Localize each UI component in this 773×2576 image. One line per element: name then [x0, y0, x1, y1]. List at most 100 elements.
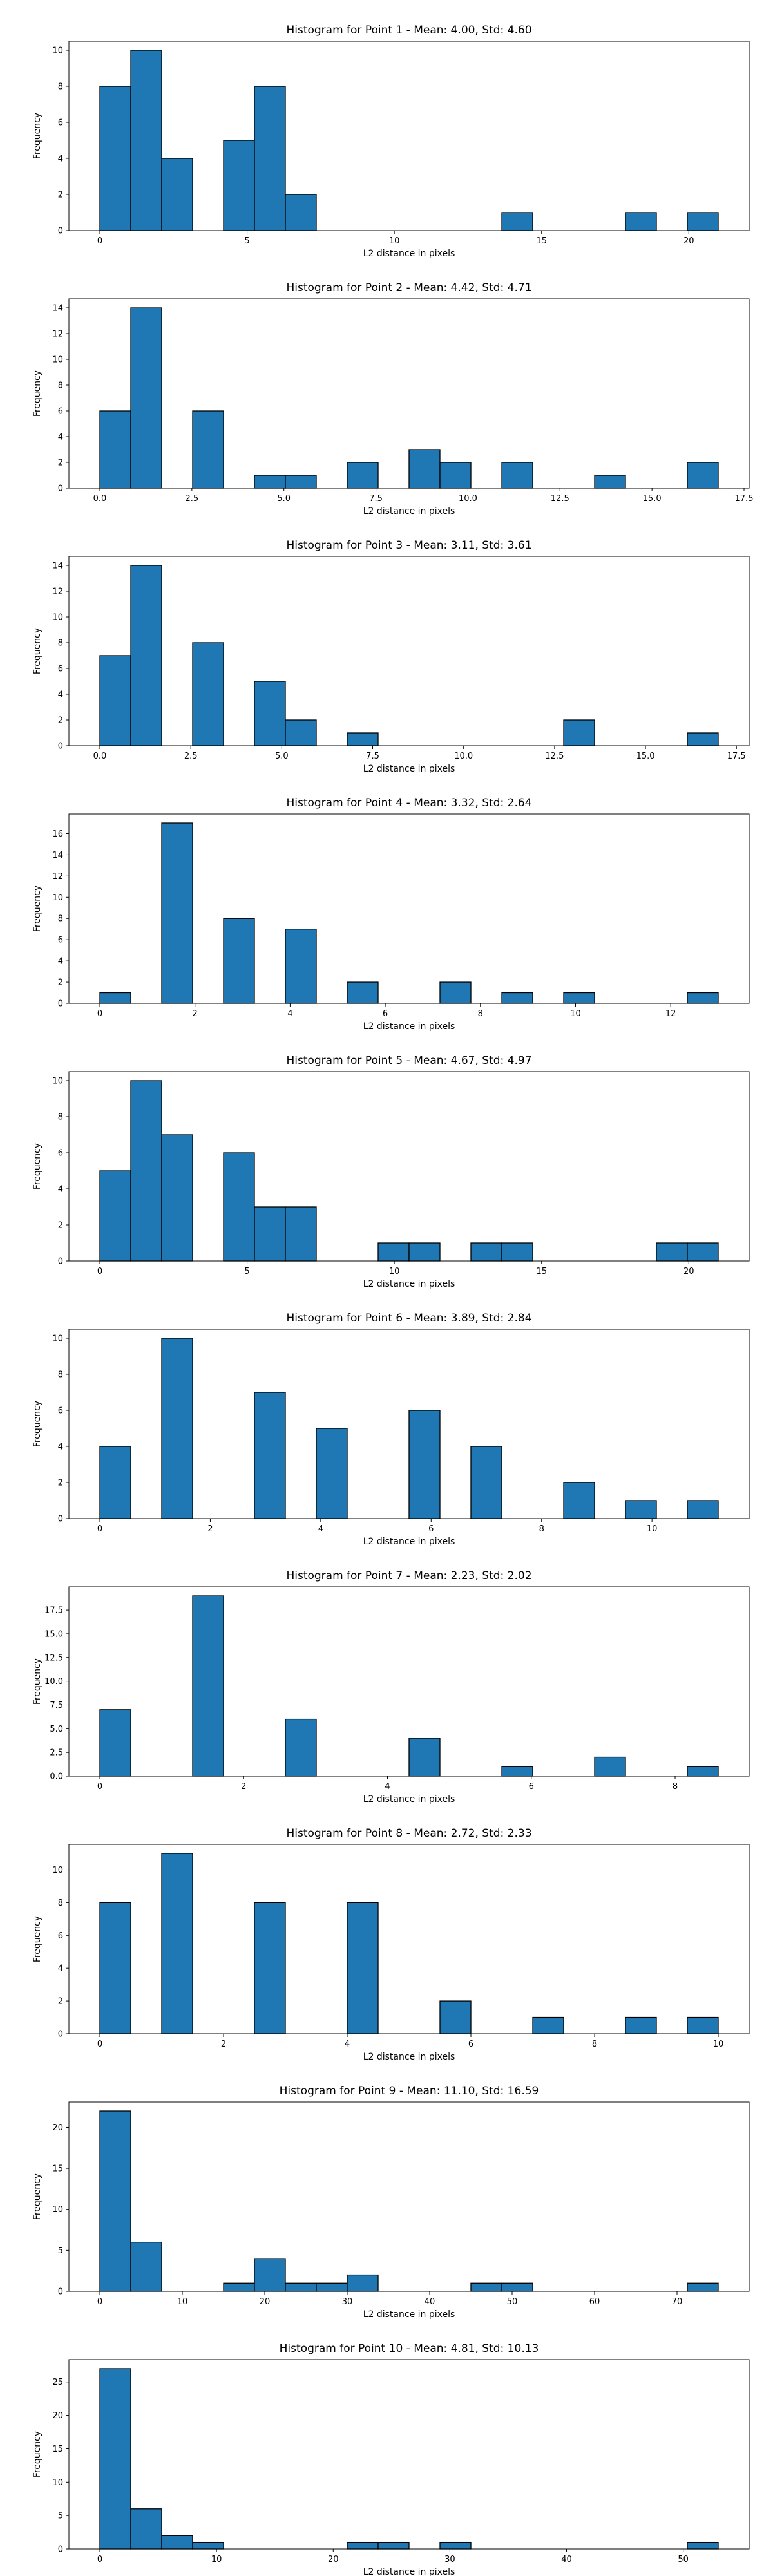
histogram-bar	[563, 1482, 595, 1519]
histogram-bar	[254, 2258, 286, 2292]
x-tick-label: 6	[428, 1524, 434, 1534]
y-tick-label: 2	[58, 191, 63, 200]
y-tick-label: 6	[58, 1149, 63, 1159]
y-tick-label: 20	[52, 2123, 63, 2133]
y-tick-label: 12	[52, 330, 63, 339]
histogram-bar	[254, 1392, 286, 1519]
y-tick-label: 8	[58, 639, 63, 649]
x-tick-label: 15	[536, 1267, 547, 1276]
histogram-bar	[161, 2535, 193, 2550]
histogram-bar	[254, 681, 286, 746]
x-tick-label: 2.5	[186, 494, 199, 504]
y-tick-label: 10	[52, 355, 63, 365]
y-tick-label: 0	[58, 742, 63, 752]
y-tick-label: 10	[52, 893, 63, 903]
histogram-bar	[99, 86, 131, 231]
y-tick-label: 10.0	[44, 1677, 63, 1687]
axes-frame	[68, 813, 750, 1004]
y-tick-label: 10	[52, 1866, 63, 1875]
histogram-bar	[501, 1766, 533, 1777]
y-tick-label: 8	[58, 914, 63, 924]
histogram-bar	[687, 1500, 719, 1519]
y-tick-label: 0	[58, 999, 63, 1009]
histogram-bar	[192, 642, 224, 746]
histogram-bar	[99, 410, 131, 489]
histogram-bar	[377, 1242, 410, 1262]
y-tick-label: 10	[52, 46, 63, 56]
y-tick-label: 12.5	[44, 1653, 63, 1663]
x-tick-label: 12	[665, 1009, 676, 1019]
y-tick-label: 2	[58, 978, 63, 988]
histogram-bar	[470, 1446, 502, 1519]
x-tick-label: 0.0	[93, 494, 107, 504]
histogram-bar	[501, 462, 533, 489]
histogram-bar	[501, 992, 533, 1004]
chart-title: Histogram for Point 1 - Mean: 4.00, Std:…	[286, 24, 531, 37]
x-tick-label: 50	[678, 2555, 689, 2564]
y-tick-label: 0	[58, 1257, 63, 1267]
histogram-bar	[625, 212, 657, 231]
histogram-bar	[223, 140, 255, 231]
histogram-bar	[470, 2282, 502, 2292]
histogram-bar	[99, 1902, 131, 2034]
histogram-bar	[223, 2282, 255, 2292]
x-tick-label: 5	[244, 1267, 249, 1276]
histogram-bar	[99, 2368, 131, 2550]
y-axis-label: Frequency	[32, 1916, 43, 1962]
x-axis-label: L2 distance in pixels	[363, 1021, 455, 1032]
x-axis-label: L2 distance in pixels	[363, 2567, 455, 2576]
axes-frame	[68, 1071, 750, 1262]
y-tick-label: 8	[58, 1370, 63, 1380]
x-tick-label: 40	[561, 2555, 572, 2564]
histogram-bar	[594, 475, 626, 489]
histogram-bar	[130, 565, 162, 746]
x-tick-label: 20	[328, 2555, 339, 2564]
histogram-bar	[656, 1242, 688, 1262]
y-tick-label: 6	[58, 936, 63, 945]
x-tick-label: 0.0	[93, 752, 107, 761]
x-tick-label: 50	[507, 2297, 518, 2307]
histogram-bar	[161, 1338, 193, 1519]
x-tick-label: 10	[389, 236, 400, 246]
histogram-bar	[408, 1242, 441, 1262]
x-tick-label: 4	[385, 1782, 390, 1792]
y-tick-label: 4	[58, 690, 63, 700]
x-tick-label: 10.0	[454, 752, 473, 761]
y-tick-label: 4	[58, 1964, 63, 1974]
y-tick-label: 4	[58, 433, 63, 442]
x-tick-label: 17.5	[735, 494, 754, 504]
y-tick-label: 10	[52, 613, 63, 623]
histogram-bar	[223, 1152, 255, 1262]
histogram-bar	[687, 1242, 719, 1262]
y-tick-label: 2.5	[50, 1748, 63, 1758]
x-tick-label: 0	[97, 2040, 102, 2049]
histogram-panel-5: Histogram for Point 5 - Mean: 4.67, Std:…	[32, 1054, 750, 1289]
histogram-bar	[130, 2241, 162, 2292]
histogram-bar	[687, 1766, 719, 1777]
y-tick-label: 0	[58, 484, 63, 494]
y-tick-label: 25	[52, 2378, 63, 2387]
axes-frame	[68, 41, 750, 231]
y-tick-label: 14	[52, 562, 63, 571]
x-tick-label: 70	[672, 2297, 683, 2307]
histogram-bar	[130, 50, 162, 231]
y-tick-label: 2	[58, 716, 63, 726]
y-axis-label: Frequency	[32, 113, 43, 159]
axes-frame	[68, 2101, 750, 2292]
y-tick-label: 7.5	[50, 1701, 63, 1710]
y-tick-label: 5	[58, 2246, 63, 2256]
y-tick-label: 2	[58, 1221, 63, 1231]
x-axis-label: L2 distance in pixels	[363, 2309, 455, 2320]
x-axis-label: L2 distance in pixels	[363, 1279, 455, 1289]
histogram-bar	[439, 2000, 472, 2034]
y-tick-label: 2	[58, 1997, 63, 2007]
histogram-panel-3: Histogram for Point 3 - Mean: 3.11, Std:…	[32, 539, 750, 774]
x-tick-label: 0	[97, 2297, 102, 2307]
chart-title: Histogram for Point 6 - Mean: 3.89, Std:…	[286, 1312, 531, 1325]
y-tick-label: 14	[52, 304, 63, 314]
x-tick-label: 2	[221, 2040, 226, 2049]
y-tick-label: 4	[58, 155, 63, 164]
x-tick-label: 30	[342, 2297, 353, 2307]
x-tick-label: 12.5	[545, 752, 564, 761]
histogram-bar	[192, 1595, 224, 1777]
